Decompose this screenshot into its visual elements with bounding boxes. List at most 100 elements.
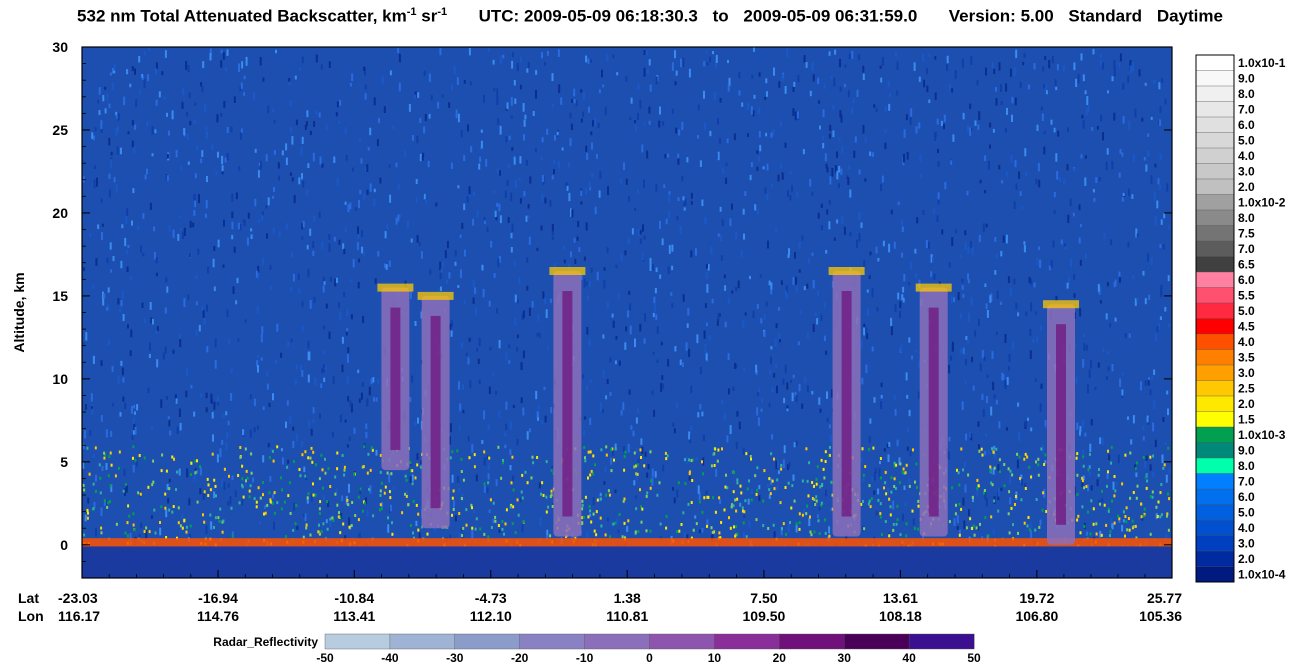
noise-speck (948, 262, 951, 268)
noise-speck (661, 375, 664, 380)
aerosol-speck (124, 531, 127, 535)
noise-speck (110, 484, 113, 493)
noise-speck (336, 101, 339, 108)
aerosol-speck (815, 495, 818, 499)
noise-speck (97, 99, 99, 104)
aerosol-speck (487, 481, 490, 485)
aerosol-speck (177, 521, 180, 525)
noise-speck (300, 146, 303, 156)
noise-speck (985, 498, 988, 507)
noise-speck (914, 349, 917, 353)
aerosol-speck (451, 496, 454, 500)
noise-speck (1073, 62, 1076, 71)
noise-speck (969, 103, 972, 109)
noise-speck (922, 210, 925, 215)
noise-speck (798, 241, 801, 250)
aerosol-speck (587, 476, 589, 480)
noise-speck (231, 221, 234, 230)
noise-speck (333, 236, 336, 242)
noise-speck (1007, 276, 1010, 283)
radar-tick-label: -20 (511, 651, 529, 665)
noise-speck (1099, 530, 1102, 538)
noise-speck (784, 142, 787, 148)
noise-speck (826, 417, 829, 423)
aerosol-speck (1143, 507, 1146, 511)
noise-speck (674, 346, 677, 352)
noise-speck (512, 52, 514, 57)
noise-speck (1153, 369, 1156, 375)
noise-speck (1111, 523, 1114, 530)
noise-speck (770, 356, 772, 365)
noise-speck (1080, 53, 1083, 61)
noise-speck (643, 67, 646, 77)
noise-speck (749, 275, 751, 280)
noise-speck (979, 179, 982, 184)
aerosol-speck (1110, 445, 1113, 449)
noise-speck (125, 215, 128, 225)
noise-speck (645, 50, 648, 56)
noise-speck (131, 140, 134, 148)
noise-speck (719, 499, 722, 504)
noise-speck (102, 291, 104, 299)
aerosol-speck (462, 478, 465, 482)
aerosol-speck (1024, 452, 1027, 456)
aerosol-speck (962, 468, 965, 472)
noise-speck (1000, 487, 1003, 491)
radar-swatch (649, 633, 715, 650)
noise-speck (361, 229, 363, 237)
aerosol-speck (734, 534, 737, 538)
aerosol-speck (1160, 513, 1163, 517)
noise-speck (199, 467, 202, 476)
noise-speck (129, 532, 132, 542)
noise-speck (463, 203, 466, 211)
noise-speck (959, 348, 962, 354)
aerosol-speck (773, 487, 776, 491)
noise-speck (1111, 160, 1114, 170)
noise-speck (992, 468, 995, 475)
aerosol-speck (159, 521, 161, 524)
aerosol-speck (501, 520, 504, 523)
noise-speck (347, 204, 350, 213)
noise-speck (373, 397, 375, 402)
noise-speck (275, 49, 277, 54)
aerosol-speck (378, 508, 381, 512)
noise-speck (1055, 153, 1058, 162)
noise-speck (738, 421, 741, 430)
noise-speck (496, 202, 499, 207)
noise-speck (652, 312, 655, 318)
noise-speck (458, 381, 460, 390)
aerosol-speck (412, 499, 415, 503)
noise-speck (180, 166, 183, 171)
aerosol-speck (1097, 473, 1100, 477)
noise-speck (514, 294, 517, 303)
noise-speck (470, 145, 473, 153)
noise-speck (1110, 517, 1113, 525)
noise-speck (771, 434, 774, 440)
noise-speck (150, 317, 153, 324)
aerosol-speck (363, 501, 366, 505)
noise-speck (1144, 380, 1147, 386)
noise-speck (276, 323, 279, 332)
noise-speck (594, 117, 597, 126)
noise-speck (269, 476, 272, 482)
noise-speck (359, 138, 362, 142)
aerosol-speck (314, 463, 317, 467)
aerosol-speck (976, 478, 979, 482)
noise-speck (798, 384, 801, 392)
noise-speck (1009, 497, 1012, 505)
noise-speck (468, 191, 471, 198)
noise-speck (420, 460, 423, 465)
noise-speck (750, 106, 753, 115)
noise-speck (344, 127, 347, 135)
noise-speck (770, 290, 773, 295)
noise-speck (1145, 455, 1148, 461)
noise-speck (127, 131, 130, 135)
noise-speck (1048, 60, 1051, 69)
aerosol-speck (637, 530, 640, 534)
noise-speck (760, 408, 763, 412)
aerosol-speck (379, 470, 382, 474)
noise-speck (164, 50, 167, 58)
aerosol-speck (711, 531, 714, 534)
noise-speck (212, 258, 215, 268)
aerosol-speck (209, 488, 212, 492)
